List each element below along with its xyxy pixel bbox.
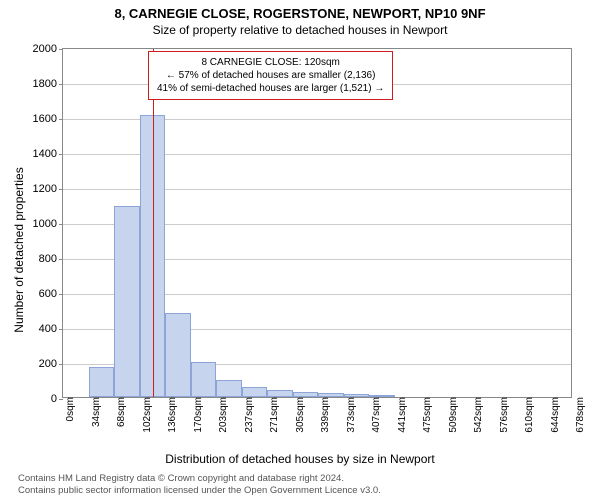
x-tick-label: 509sqm — [442, 397, 459, 433]
x-axis-label: Distribution of detached houses by size … — [0, 452, 600, 466]
histogram-bar — [114, 206, 140, 397]
x-tick-label: 203sqm — [212, 397, 229, 433]
y-tick-label: 200 — [39, 358, 63, 370]
chart-area: 02004006008001000120014001600180020000sq… — [62, 48, 572, 398]
y-tick-label: 800 — [39, 253, 63, 265]
y-tick-label: 2000 — [33, 43, 63, 55]
y-tick-label: 1800 — [33, 78, 63, 90]
y-tick-label: 400 — [39, 323, 63, 335]
x-tick-label: 0sqm — [59, 397, 76, 421]
title-sub: Size of property relative to detached ho… — [0, 21, 600, 37]
x-tick-label: 644sqm — [544, 397, 561, 433]
x-tick-label: 475sqm — [416, 397, 433, 433]
x-tick-label: 576sqm — [493, 397, 510, 433]
x-tick-label: 339sqm — [314, 397, 331, 433]
histogram-bar — [140, 115, 166, 397]
y-tick-label: 1600 — [33, 113, 63, 125]
y-axis-label: Number of detached properties — [12, 167, 26, 332]
x-tick-label: 373sqm — [340, 397, 357, 433]
x-tick-label: 542sqm — [467, 397, 484, 433]
annotation-box: 8 CARNEGIE CLOSE: 120sqm ← 57% of detach… — [148, 51, 393, 100]
plot-region: 02004006008001000120014001600180020000sq… — [62, 48, 572, 398]
x-tick-label: 610sqm — [518, 397, 535, 433]
y-tick-label: 600 — [39, 288, 63, 300]
histogram-bar — [216, 380, 242, 398]
annotation-line2: ← 57% of detached houses are smaller (2,… — [157, 69, 384, 82]
x-tick-label: 136sqm — [161, 397, 178, 433]
annotation-line1: 8 CARNEGIE CLOSE: 120sqm — [157, 56, 384, 69]
histogram-bar — [89, 367, 115, 397]
x-tick-label: 441sqm — [391, 397, 408, 433]
footer: Contains HM Land Registry data © Crown c… — [18, 473, 381, 496]
title-main: 8, CARNEGIE CLOSE, ROGERSTONE, NEWPORT, … — [0, 0, 600, 21]
x-tick-label: 271sqm — [263, 397, 280, 433]
y-tick-label: 1400 — [33, 148, 63, 160]
histogram-bar — [191, 362, 217, 397]
y-tick-label: 1200 — [33, 183, 63, 195]
x-tick-label: 237sqm — [238, 397, 255, 433]
histogram-bar — [267, 390, 293, 397]
x-tick-label: 678sqm — [569, 397, 586, 433]
histogram-bar — [242, 387, 268, 398]
histogram-bar — [165, 313, 191, 397]
x-tick-label: 102sqm — [136, 397, 153, 433]
x-tick-label: 34sqm — [85, 397, 102, 427]
annotation-line3: 41% of semi-detached houses are larger (… — [157, 82, 384, 95]
footer-line1: Contains HM Land Registry data © Crown c… — [18, 473, 381, 484]
y-tick-label: 1000 — [33, 218, 63, 230]
footer-line2: Contains public sector information licen… — [18, 485, 381, 496]
x-tick-label: 407sqm — [365, 397, 382, 433]
x-tick-label: 68sqm — [110, 397, 127, 427]
x-tick-label: 305sqm — [289, 397, 306, 433]
marker-line — [153, 49, 154, 397]
x-tick-label: 170sqm — [187, 397, 204, 433]
